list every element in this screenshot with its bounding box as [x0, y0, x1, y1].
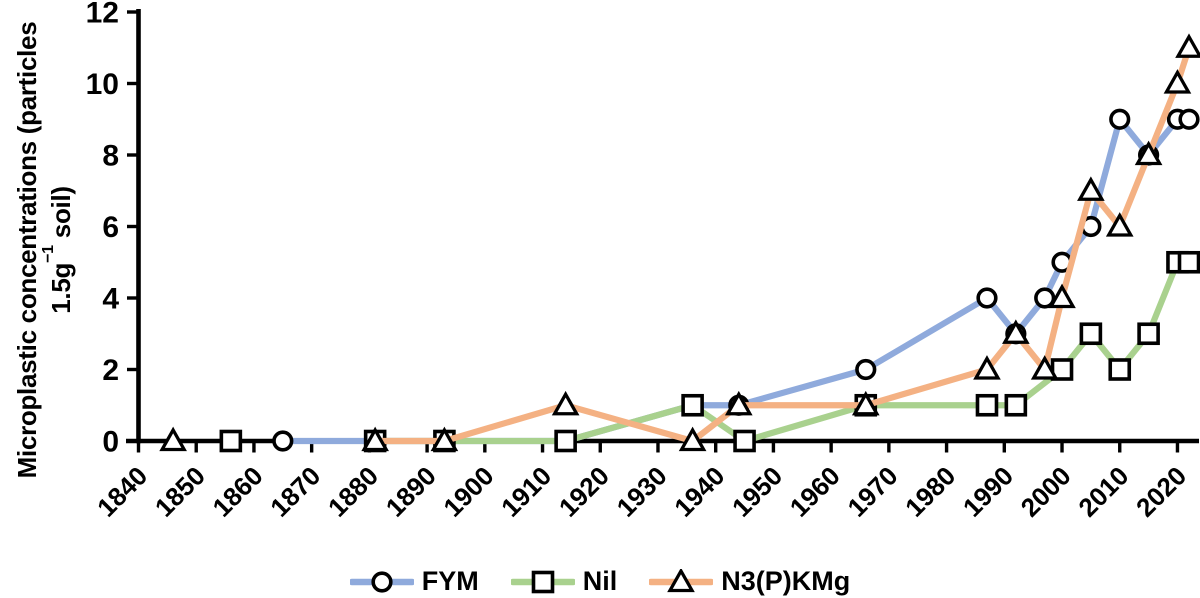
triangle-marker: [159, 426, 187, 452]
x-tick-label: 1930: [611, 461, 673, 523]
square-marker: [1108, 358, 1132, 381]
triangle-marker: [361, 426, 389, 452]
x-tick-label-group: 2020: [1130, 461, 1192, 523]
triangle-marker: [1134, 140, 1163, 166]
x-tick-label-group: 1900: [437, 461, 499, 523]
x-tick-label-group: 1880: [322, 461, 384, 523]
x-tick-label: 2020: [1130, 461, 1192, 523]
triangle-marker: [851, 390, 880, 416]
plot-area: 0 2 4 6 8 10 12 1840185018601870188018901900191…: [86, 0, 1200, 523]
y-tick-label: 8: [102, 140, 119, 173]
legend-key-square: [510, 570, 575, 593]
x-tick-label: 1870: [264, 461, 326, 523]
x-tick-label: 1840: [91, 461, 153, 523]
triangle-marker: [724, 390, 753, 416]
legend: FYM Nil N3(P)KMg: [0, 566, 1200, 597]
x-tick-label: 1940: [668, 461, 730, 523]
circle-marker: [1178, 108, 1200, 130]
x-tick-label: 1990: [957, 461, 1019, 523]
legend-item-Nil: Nil: [510, 566, 618, 597]
x-tick-label-group: 1870: [264, 461, 326, 523]
legend-label-N3(P)KMg: N3(P)KMg: [721, 566, 851, 596]
triangle-marker: [430, 426, 459, 452]
series-line-N3(P)KMg: [372, 44, 1193, 445]
x-tick-label: 1880: [322, 461, 384, 523]
square-marker: [531, 570, 555, 593]
legend-item-FYM: FYM: [349, 566, 479, 597]
x-tick-label: 1980: [899, 461, 961, 523]
x-tick-label-group: 1930: [611, 461, 673, 523]
x-tick-label: 1900: [437, 461, 499, 523]
x-tick-label: 1890: [380, 461, 442, 523]
triangle-marker: [973, 355, 1001, 380]
x-tick-label: 1950: [726, 461, 788, 523]
x-tick-label-group: 2010: [1072, 461, 1134, 523]
square-marker: [1137, 322, 1160, 346]
triangle-marker: [1175, 33, 1200, 58]
triangle-marker: [1105, 212, 1134, 237]
circle-marker: [371, 570, 393, 593]
square-marker: [219, 429, 243, 453]
square-marker: [733, 429, 756, 453]
square-marker: [975, 393, 999, 417]
x-tick-label-group: 1960: [784, 461, 846, 523]
square-marker: [681, 393, 704, 417]
legend-label-Nil: Nil: [582, 566, 618, 596]
circle-marker: [976, 287, 998, 309]
triangle-marker: [1048, 283, 1076, 309]
x-tick-label: 2000: [1015, 461, 1077, 523]
x-tick-label-group: 1890: [380, 461, 442, 523]
x-tick-label: 2010: [1072, 461, 1134, 523]
triangle-marker: [1163, 69, 1192, 94]
x-tick-label: 1920: [553, 461, 615, 523]
triangle-marker: [1030, 355, 1059, 380]
y-tick-label: 0: [102, 426, 119, 459]
legend-key-triangle: [649, 568, 714, 592]
x-tick-label-group: 1970: [841, 461, 903, 523]
x-tick-label: 1960: [784, 461, 846, 523]
square-marker: [1177, 250, 1200, 274]
x-tick-label: 1850: [149, 461, 211, 523]
x-tick-label-group: 1990: [957, 461, 1019, 523]
triangle-marker: [1077, 176, 1105, 201]
triangle-marker: [678, 426, 707, 452]
circle-marker: [1034, 287, 1056, 309]
y-tick-label: 6: [102, 211, 119, 244]
square-marker: [554, 429, 577, 453]
x-tick-label-group: 1950: [726, 461, 788, 523]
y-tick-label: 10: [86, 68, 119, 101]
series-line-FYM: [279, 116, 1193, 445]
circle-marker: [272, 430, 294, 452]
y-tick-label: 2: [102, 354, 119, 387]
legend-key-circle: [349, 570, 414, 593]
circle-marker: [1109, 108, 1131, 130]
x-tick-label-group: 1850: [149, 461, 211, 523]
series-N3(P)KMg: [159, 33, 1200, 452]
triangle-marker: [1002, 319, 1030, 344]
x-tick-label-group: 1920: [553, 461, 615, 523]
triangle-marker: [551, 390, 580, 416]
x-tick-label-group: 1980: [899, 461, 961, 523]
triangle-marker: [667, 568, 696, 592]
x-tick-label-group: 1910: [495, 461, 557, 523]
x-tick-label: 1860: [207, 461, 269, 523]
x-tick-label: 1910: [495, 461, 557, 523]
legend-item-N3(P)KMg: N3(P)KMg: [649, 566, 850, 597]
x-tick-label-group: 1860: [207, 461, 269, 523]
y-tick-label: 12: [86, 0, 119, 30]
x-tick-label: 1970: [841, 461, 903, 523]
x-tick-label-group: 1940: [668, 461, 730, 523]
x-tick-label-group: 1840: [91, 461, 153, 523]
y-tick-label: 4: [102, 283, 119, 316]
square-marker: [1004, 393, 1028, 417]
square-marker: [1079, 322, 1103, 346]
circle-marker: [855, 358, 877, 381]
legend-label-FYM: FYM: [421, 566, 479, 596]
x-tick-label-group: 2000: [1015, 461, 1077, 523]
